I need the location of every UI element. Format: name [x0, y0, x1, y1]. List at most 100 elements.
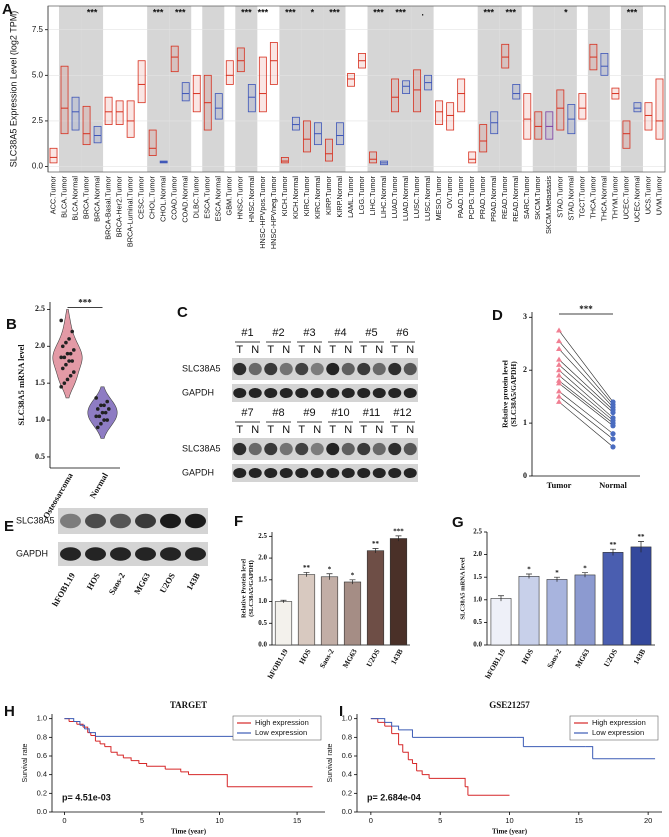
x-tick-label: 5 [140, 816, 144, 825]
data-point [99, 403, 103, 408]
x-tick-label: UCS.Tumor [643, 175, 652, 214]
blot-band [372, 387, 386, 399]
x-tick-label: Saos-2 [318, 647, 336, 670]
lane-label: N [344, 344, 352, 356]
survival-step [384, 721, 393, 727]
data-point [97, 414, 102, 419]
data-point [556, 361, 562, 367]
blot-band [357, 442, 371, 456]
sample-label: #4 [334, 327, 346, 339]
data-point [556, 367, 562, 373]
chart-title: TARGET [170, 700, 207, 710]
survival-step [384, 725, 393, 734]
pair-shade [620, 6, 643, 172]
x-tick-label: LIHC.Normal [379, 176, 388, 219]
lane-label: T [329, 424, 336, 436]
pair-shade [367, 6, 390, 172]
x-tick-label: KICH.Tumor [280, 175, 289, 216]
pair-line [558, 396, 614, 440]
lane-label: T [236, 344, 243, 356]
box [291, 116, 300, 131]
lane-label: T [267, 344, 274, 356]
pair-shade [301, 6, 324, 172]
x-tick-label: CHOL.Normal [159, 176, 168, 222]
data-point [556, 346, 562, 352]
data-point [105, 418, 110, 422]
pair-shade [554, 6, 577, 172]
lane-label: N [406, 424, 414, 436]
survival-step [585, 746, 594, 759]
blot-strip [232, 384, 418, 402]
x-tick-label: hFOB1.19 [266, 647, 290, 680]
x-tick-label: 15 [293, 816, 301, 825]
error-bar [610, 548, 616, 556]
box [479, 124, 488, 153]
blot-band [60, 547, 81, 561]
significance: *** [373, 7, 384, 17]
box [435, 100, 444, 125]
blot-band [357, 362, 371, 376]
blot-band [135, 513, 156, 529]
blot-band [160, 513, 181, 529]
box [578, 93, 587, 120]
y-axis-label: Survival rate [327, 743, 334, 782]
blot-band [248, 362, 262, 376]
x-tick-label: MG63 [341, 647, 359, 669]
x-tick-label: BRCA-Basal.Tumor [104, 175, 113, 239]
x-tick-label: hFOB1.19 [483, 647, 507, 680]
sample-label: #6 [396, 327, 408, 339]
x-tick-label: ESCA.Tumor [203, 175, 212, 218]
pair-line [558, 369, 614, 419]
x-tick-label: LUSC.Normal [423, 176, 432, 221]
x-tick-label: DLBC.Tumor [192, 175, 201, 218]
data-point [67, 359, 71, 363]
bar [297, 574, 316, 646]
x-tick-label: GBM.Tumor [225, 175, 234, 215]
data-point [556, 372, 562, 378]
blot-band [85, 513, 106, 529]
bar [343, 581, 362, 646]
significance: *** [395, 7, 406, 17]
box [545, 111, 554, 140]
sample-label: #8 [272, 407, 284, 419]
x-tick-label: UCEC.Tumor [621, 175, 630, 219]
box [247, 84, 256, 113]
blot-band [264, 362, 278, 376]
x-tick-label: 10 [215, 816, 223, 825]
error-bar [395, 535, 402, 542]
box [181, 82, 190, 102]
panel-letter: I [339, 703, 343, 720]
y-tick-label: 0.5 [35, 452, 45, 461]
x-tick-label: LUSC.Tumor [412, 175, 421, 218]
survival-step [398, 729, 413, 738]
blot-band [264, 442, 278, 456]
error-bar [349, 579, 356, 585]
y-tick-label: 5.0 [32, 70, 44, 79]
blot-band [264, 467, 278, 479]
data-point [65, 377, 70, 382]
survival-step [516, 736, 524, 747]
sample-label: #5 [365, 327, 377, 339]
lane-label: N [282, 424, 290, 436]
pair-line [558, 348, 614, 408]
legend-box [232, 715, 322, 741]
data-point [556, 380, 562, 386]
box [170, 45, 179, 73]
sample-label: U2OS [157, 571, 177, 595]
blot-band [403, 387, 417, 399]
data-point [610, 444, 616, 450]
significance: *** [579, 304, 593, 314]
pair-line [558, 380, 614, 424]
protein-label: GAPDH [182, 467, 214, 477]
x-tick-label: STAD.Tumor [555, 175, 564, 217]
x-axis-label: Time (year) [492, 828, 528, 836]
y-tick-label: 1 [523, 418, 527, 427]
y-tick-label: 0.2 [37, 788, 47, 797]
data-point [64, 362, 68, 367]
y-tick-label: 2.0 [258, 554, 267, 562]
blot-band [388, 387, 402, 399]
y-tick-label: 1.0 [258, 597, 267, 605]
lane-label: N [313, 344, 321, 356]
blot-band [326, 362, 340, 376]
sample-label: #9 [303, 407, 315, 419]
